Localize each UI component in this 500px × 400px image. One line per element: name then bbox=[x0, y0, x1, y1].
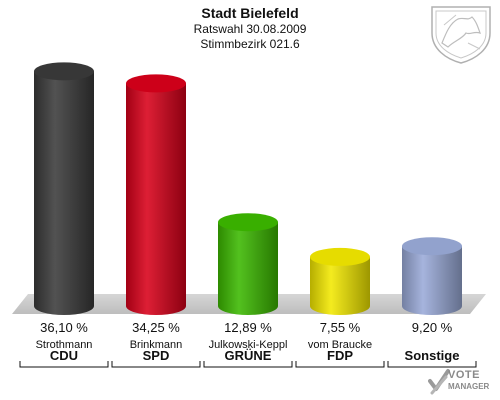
bar-body bbox=[34, 71, 94, 315]
election-name: Ratswahl 30.08.2009 bbox=[193, 22, 307, 36]
candidate-label: Brinkmann bbox=[130, 339, 183, 351]
bar-top bbox=[402, 237, 462, 256]
bar-gr-ne bbox=[218, 213, 278, 315]
party-label: GRÜNE bbox=[225, 348, 272, 363]
value-label: 34,25 % bbox=[132, 320, 180, 335]
bar-body bbox=[218, 222, 278, 315]
coat-of-arms-icon bbox=[431, 6, 491, 64]
bar-top bbox=[310, 247, 370, 266]
value-label: 7,55 % bbox=[320, 320, 361, 335]
category-bracket bbox=[203, 361, 293, 368]
chart-title: Stadt Bielefeld bbox=[201, 5, 299, 21]
bar-body bbox=[126, 83, 186, 315]
bar-top bbox=[218, 213, 278, 232]
vote-manager-logo: VOTE MANAGER bbox=[428, 366, 498, 398]
party-label: SPD bbox=[143, 348, 170, 363]
party-label: CDU bbox=[50, 348, 78, 363]
value-label: 36,10 % bbox=[40, 320, 88, 335]
category-bracket bbox=[387, 361, 477, 368]
category-bracket bbox=[295, 361, 385, 368]
bar-body bbox=[310, 256, 370, 315]
vote-check-icon bbox=[428, 369, 450, 395]
bar-top bbox=[126, 74, 186, 93]
bar-top bbox=[34, 62, 94, 81]
value-label: 12,89 % bbox=[224, 320, 272, 335]
value-label: 9,20 % bbox=[412, 320, 453, 335]
party-label: Sonstige bbox=[405, 348, 460, 363]
logo-text-vote: VOTE bbox=[448, 369, 480, 381]
bar-sonstige bbox=[402, 237, 462, 315]
bar-body bbox=[402, 246, 462, 315]
category-bracket bbox=[111, 361, 201, 368]
district-name: Stimmbezirk 021.6 bbox=[200, 37, 300, 51]
candidate-label: vom Braucke bbox=[308, 339, 372, 351]
bar-fdp bbox=[310, 247, 370, 315]
bar-spd bbox=[126, 74, 186, 315]
category-bracket bbox=[19, 361, 109, 368]
bar-cdu bbox=[34, 62, 94, 315]
candidate-label: Strothmann bbox=[36, 339, 93, 351]
logo-text-manager: MANAGER bbox=[448, 382, 490, 391]
party-label: FDP bbox=[327, 348, 353, 363]
candidate-label: Julkowski-Keppl bbox=[209, 339, 288, 351]
